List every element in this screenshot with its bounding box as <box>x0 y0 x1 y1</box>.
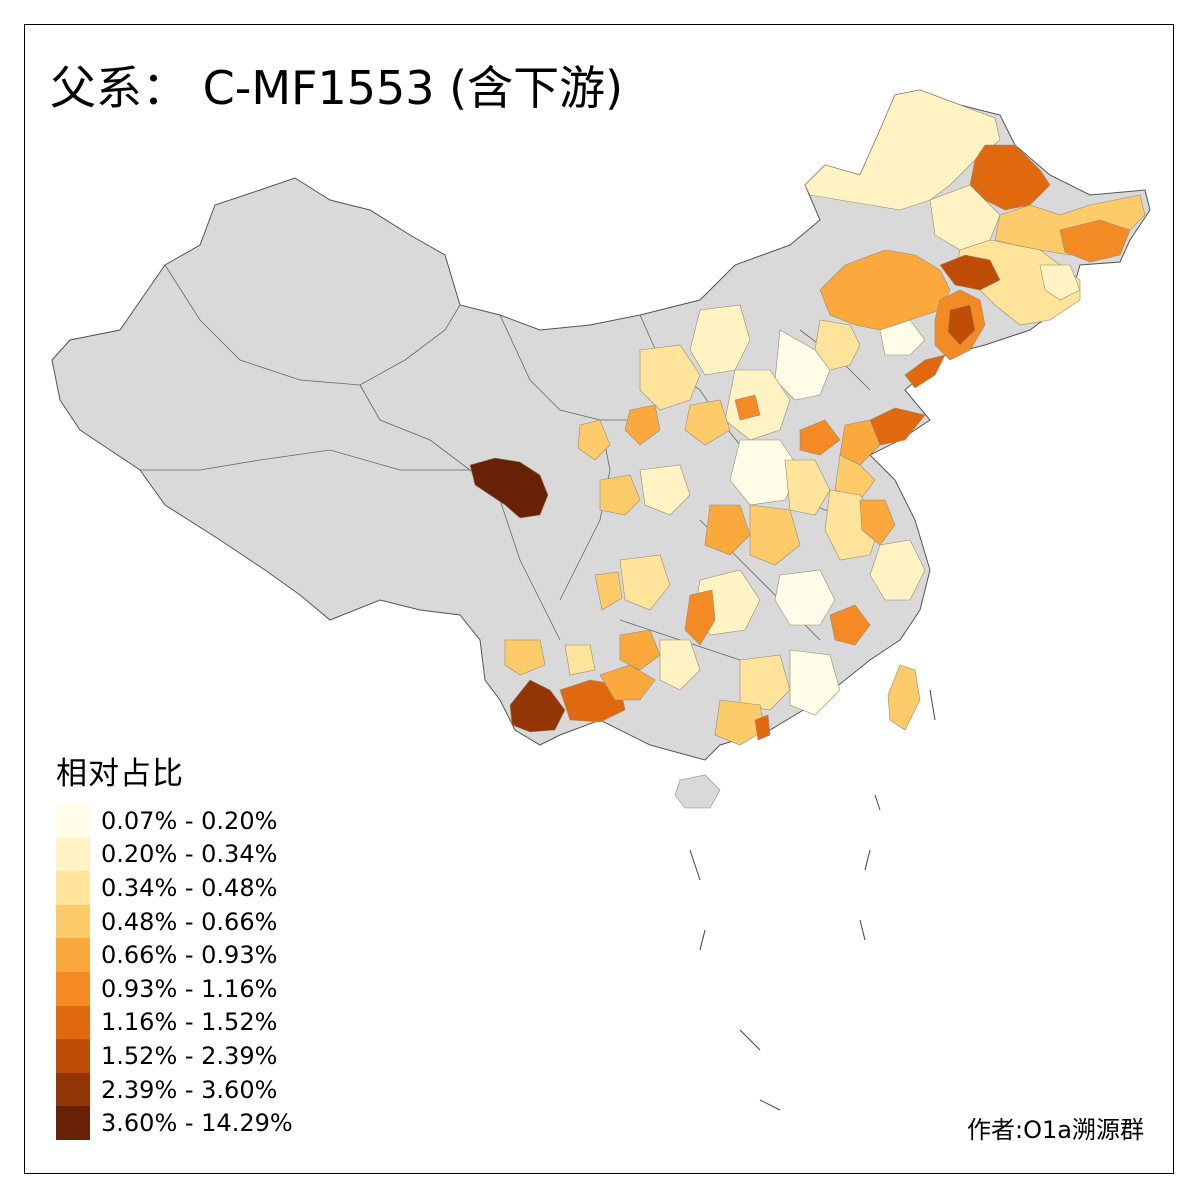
legend-swatch <box>56 1005 90 1040</box>
legend-swatch <box>56 1039 90 1073</box>
legend-item: 0.07% - 0.20% <box>56 804 293 838</box>
legend-swatch <box>56 871 90 905</box>
legend-swatch <box>56 904 90 939</box>
legend-swatch <box>56 837 90 872</box>
legend-label: 0.66% - 0.93% <box>101 941 278 970</box>
legend-item: 0.20% - 0.34% <box>56 837 293 872</box>
legend-swatch <box>56 971 90 1006</box>
legend-rows: 0.07% - 0.20% 0.20% - 0.34% 0.34% - 0.48% 0… <box>56 804 293 1140</box>
data-regions <box>469 89 1146 809</box>
legend-item: 0.66% - 0.93% <box>56 938 293 972</box>
legend-swatch <box>56 804 90 838</box>
legend-swatch <box>56 1072 90 1107</box>
legend-label: 2.39% - 3.60% <box>101 1075 278 1104</box>
legend-swatch <box>56 938 90 972</box>
legend-item: 3.60% - 14.29% <box>56 1106 293 1140</box>
legend-item: 0.34% - 0.48% <box>56 871 293 905</box>
legend-title: 相对占比 <box>56 756 184 792</box>
legend: 相对占比 0.07% - 0.20% 0.20% - 0.34% 0.34% - 0… <box>56 752 293 1140</box>
legend-label: 0.48% - 0.66% <box>101 907 278 936</box>
legend-label: 0.20% - 0.34% <box>101 840 278 869</box>
legend-label: 0.34% - 0.48% <box>101 873 278 902</box>
map-title: 父系： C-MF1553 (含下游) <box>50 61 624 115</box>
legend-item: 1.52% - 2.39% <box>56 1039 293 1073</box>
legend-label: 1.52% - 2.39% <box>101 1041 278 1070</box>
legend-label: 1.16% - 1.52% <box>101 1008 278 1037</box>
legend-label: 0.93% - 1.16% <box>101 974 278 1003</box>
legend-item: 0.48% - 0.66% <box>56 904 293 939</box>
legend-item: 1.16% - 1.52% <box>56 1005 293 1040</box>
legend-item: 2.39% - 3.60% <box>56 1072 293 1107</box>
author-credit: 作者:O1a溯源群 <box>967 1116 1144 1144</box>
legend-label: 3.60% - 14.29% <box>101 1109 293 1138</box>
legend-label: 0.07% - 0.20% <box>101 806 278 835</box>
legend-item: 0.93% - 1.16% <box>56 971 293 1006</box>
legend-swatch <box>56 1106 90 1140</box>
island-markers <box>689 689 936 1111</box>
